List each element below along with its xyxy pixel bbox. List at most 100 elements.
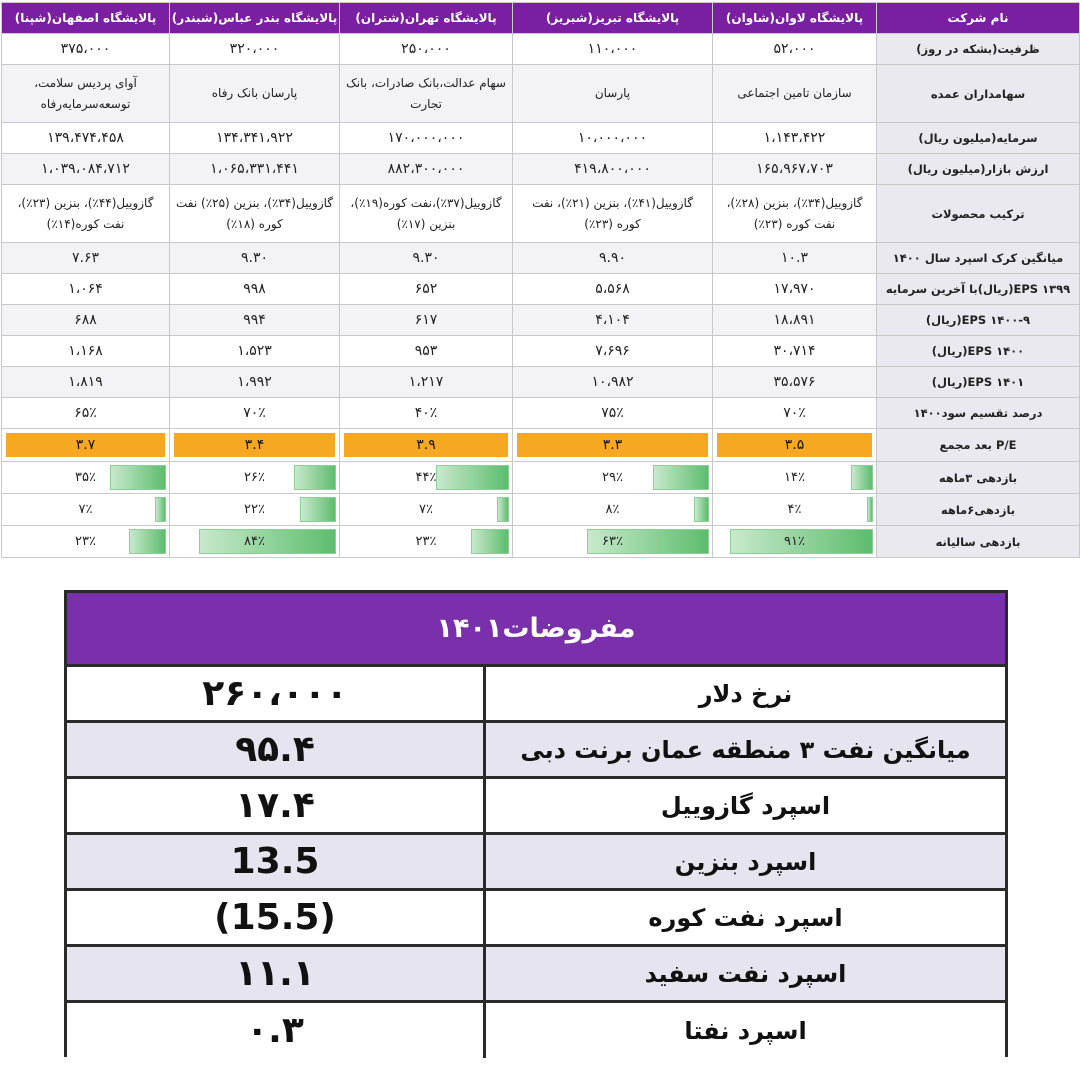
eps-1400-9-row: EPS ۱۴۰۰-۹(ریال) ۱۸،۸۹۱ ۴،۱۰۴ ۶۱۷ ۹۹۴ ۶۸… xyxy=(1,304,1080,336)
return-cell: ۱۴٪ xyxy=(712,461,877,494)
table-cell: سهام عدالت،بانک صادرات، بانک تجارت xyxy=(339,64,513,123)
return-bar xyxy=(199,529,336,554)
product-mix-row: ترکیب محصولات گازوییل(۳۴٪)، بنزین (۲۸٪)،… xyxy=(1,184,1080,243)
table-cell: ۳۰،۷۱۴ xyxy=(712,335,877,367)
table-cell: ۹.۳۰ xyxy=(339,242,513,274)
pe-value: ۳.۷ xyxy=(6,433,165,457)
return-bar xyxy=(293,465,336,490)
table-cell: گازوییل(۴۴٪)، بنزین (۲۳٪)، نفت کوره(۱۴٪) xyxy=(1,184,170,243)
return-bar xyxy=(109,465,166,490)
capital-row: سرمایه(میلیون ریال) ۱،۱۴۳،۴۲۲ ۱۰،۰۰۰،۰۰۰… xyxy=(1,122,1080,154)
return-bar xyxy=(730,529,873,554)
return-bar xyxy=(470,529,509,554)
table-cell: پارسان xyxy=(512,64,713,123)
assumption-label: اسپرد بنزین xyxy=(483,835,1005,888)
row-label: P/E بعد مجمع xyxy=(876,428,1080,462)
table-cell: ۱،۲۱۷ xyxy=(339,366,513,398)
table-cell: ۱۰،۹۸۲ xyxy=(512,366,713,398)
return-cell: ۶۳٪ xyxy=(512,525,713,558)
row-label: ارزش بازار(میلیون ریال) xyxy=(876,153,1080,185)
assumption-value: ۲۶۰،۰۰۰ xyxy=(67,667,483,720)
row-label: بازدهی سالیانه xyxy=(876,525,1080,558)
table-cell: سازمان تامین اجتماعی xyxy=(712,64,877,123)
table-cell: ۷۰٪ xyxy=(712,397,877,429)
row-label: EPS ۱۴۰۰(ریال) xyxy=(876,335,1080,367)
row-label: میانگین کرک اسپرد سال ۱۴۰۰ xyxy=(876,242,1080,274)
table-cell: آوای پردیس سلامت، توسعه‌سرمایه‌رفاه xyxy=(1,64,170,123)
table-cell: ۷۵٪ xyxy=(512,397,713,429)
return-bar xyxy=(851,465,873,490)
return-cell: ۸۴٪ xyxy=(169,525,340,558)
table-cell: ۷،۶۹۶ xyxy=(512,335,713,367)
dividend-row: درصد تقسیم سود۱۴۰۰ ۷۰٪ ۷۵٪ ۴۰٪ ۷۰٪ ۶۵٪ xyxy=(1,397,1080,429)
table-cell: ۱۳۴،۳۴۱،۹۲۲ xyxy=(169,122,340,154)
table-cell: ۷.۶۳ xyxy=(1,242,170,274)
company-name-header: نام شرکت xyxy=(876,2,1080,34)
shareholders-row: سهامداران عمده سازمان تامین اجتماعی پارس… xyxy=(1,64,1080,123)
table-cell: ۴،۱۰۴ xyxy=(512,304,713,336)
return-cell: ۹۱٪ xyxy=(712,525,877,558)
assumption-label: اسپرد نفت کوره xyxy=(483,891,1005,944)
table-cell: ۱،۵۲۳ xyxy=(169,335,340,367)
assumption-label: میانگین نفت ۳ منطقه عمان برنت دبی xyxy=(483,723,1005,776)
table-cell: ۶۵٪ xyxy=(1,397,170,429)
return-cell: ۷٪ xyxy=(1,493,170,526)
table-cell: گازوییل(۴۱٪)، بنزین (۲۱٪)، نفت کوره (۲۳٪… xyxy=(512,184,713,243)
table-cell: ۱۰.۳ xyxy=(712,242,877,274)
assumption-row-gasoil: اسپرد گازوییل ۱۷.۴ xyxy=(67,779,1005,835)
table-cell: ۱،۱۴۳،۴۲۲ xyxy=(712,122,877,154)
assumption-value: ۱۱.۱ xyxy=(67,947,483,1000)
return-value: ۸٪ xyxy=(605,502,620,517)
return-cell: ۲۳٪ xyxy=(339,525,513,558)
return-bar xyxy=(866,497,873,522)
return-3m-row: بازدهی ۳ماهه ۱۴٪ ۲۹٪ ۴۴٪ ۲۶٪ ۳۵٪ xyxy=(1,461,1080,494)
table-cell: گازوییل(۳۴٪)، بنزین (۲۸٪)، نفت کوره (۲۳٪… xyxy=(712,184,877,243)
table-cell: ۱،۸۱۹ xyxy=(1,366,170,398)
pe-value: ۳.۳ xyxy=(517,433,708,457)
return-value: ۹۱٪ xyxy=(784,534,805,549)
company-shabriz-header: پالایشگاه تبریز(شبریز) xyxy=(512,2,713,34)
table-cell: ۱۷،۹۷۰ xyxy=(712,273,877,305)
return-bar xyxy=(435,465,509,490)
row-label: EPS ۱۴۰۱(ریال) xyxy=(876,366,1080,398)
assumption-value: (15.5) xyxy=(67,891,483,944)
return-cell: ۸٪ xyxy=(512,493,713,526)
row-label: درصد تقسیم سود۱۴۰۰ xyxy=(876,397,1080,429)
table-cell: ۲۵۰،۰۰۰ xyxy=(339,33,513,65)
row-label: سهامداران عمده xyxy=(876,64,1080,123)
return-value: ۶۳٪ xyxy=(602,534,623,549)
table-cell: ۷۰٪ xyxy=(169,397,340,429)
assumptions-table: مفروضات۱۴۰۱ نرخ دلار ۲۶۰،۰۰۰ میانگین نفت… xyxy=(64,590,1008,1058)
table-cell: گازوییل(۳۴٪)، بنزین (۲۵٪) نفت کوره (۱۸٪) xyxy=(169,184,340,243)
return-value: ۴۴٪ xyxy=(415,470,437,485)
return-value: ۲۹٪ xyxy=(602,470,623,485)
table-cell: ۹۹۸ xyxy=(169,273,340,305)
table-cell: ۱۷۰،۰۰۰،۰۰۰ xyxy=(339,122,513,154)
assumption-row-fuel-oil: اسپرد نفت کوره (15.5) xyxy=(67,891,1005,947)
assumption-row-naphtha: اسپرد نفتا ۰.۳ xyxy=(67,1003,1005,1058)
company-shetran-header: پالایشگاه تهران(شتران) xyxy=(339,2,513,34)
table-cell: ۳۷۵،۰۰۰ xyxy=(1,33,170,65)
return-cell: ۲۶٪ xyxy=(169,461,340,494)
refinery-comparison-table: نام شرکت پالایشگاه لاوان(شاوان) پالایشگا… xyxy=(1,2,1080,558)
table-cell: ۹.۹۰ xyxy=(512,242,713,274)
table-cell: ۱۶۵،۹۶۷،۷۰۳ xyxy=(712,153,877,185)
table-cell: ۱۳۹،۴۷۴،۴۵۸ xyxy=(1,122,170,154)
table-cell: پارسان بانک رفاه xyxy=(169,64,340,123)
row-label: ظرفیت(بشکه در روز) xyxy=(876,33,1080,65)
row-label: سرمایه(میلیون ریال) xyxy=(876,122,1080,154)
company-header-row: نام شرکت پالایشگاه لاوان(شاوان) پالایشگا… xyxy=(1,2,1080,34)
assumption-row-kerosene: اسپرد نفت سفید ۱۱.۱ xyxy=(67,947,1005,1003)
return-value: ۲۲٪ xyxy=(244,502,265,517)
pe-cell: ۳.۹ xyxy=(339,428,513,462)
return-value: ۴٪ xyxy=(787,502,802,517)
assumption-value: ۰.۳ xyxy=(67,1003,483,1058)
table-cell: ۱۱۰،۰۰۰ xyxy=(512,33,713,65)
return-value: ۸۴٪ xyxy=(244,534,265,549)
return-bar xyxy=(587,529,709,554)
assumptions-title: مفروضات۱۴۰۱ xyxy=(67,593,1005,667)
table-cell: ۶۵۲ xyxy=(339,273,513,305)
table-cell: ۳۵،۵۷۶ xyxy=(712,366,877,398)
table-cell: ۹.۳۰ xyxy=(169,242,340,274)
pe-row: P/E بعد مجمع ۳.۵ ۳.۳ ۳.۹ ۳.۴ ۳.۷ xyxy=(1,428,1080,462)
